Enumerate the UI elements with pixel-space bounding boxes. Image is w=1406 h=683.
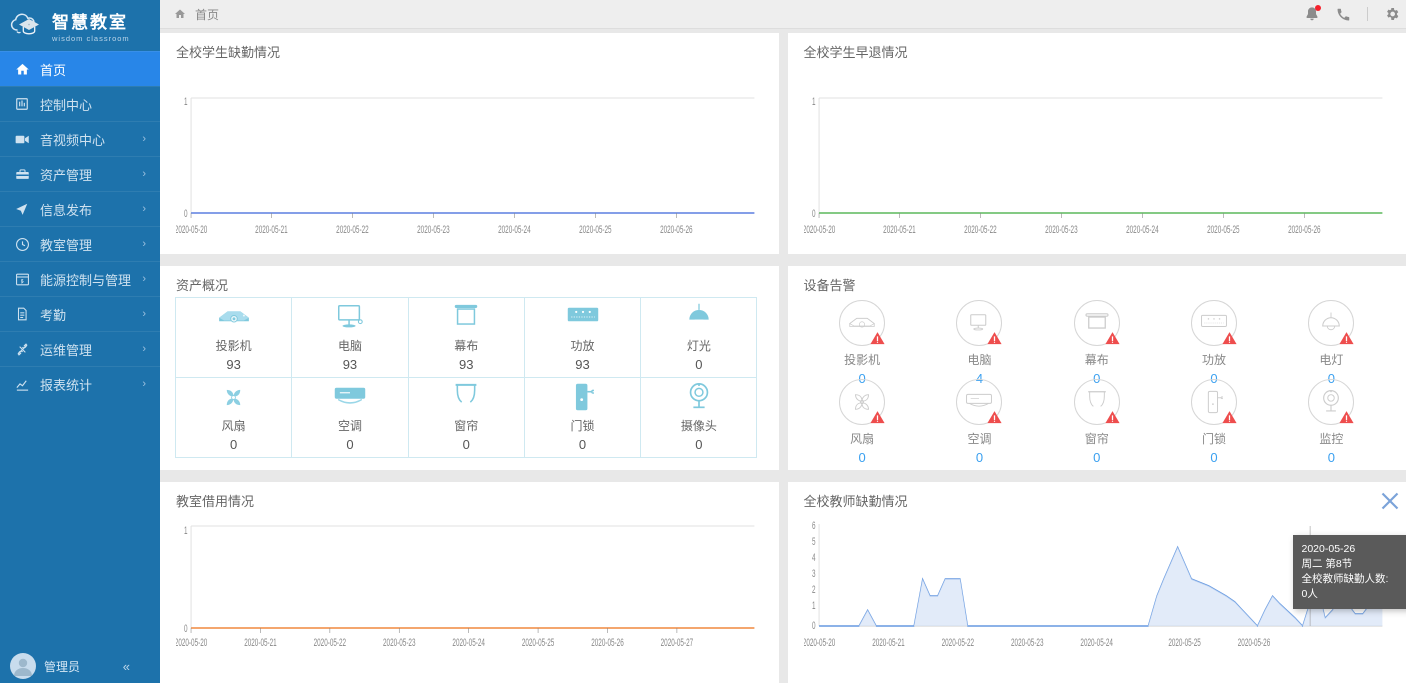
svg-text:2020-05-20: 2020-05-20: [176, 223, 207, 235]
svg-text:2020-05-21: 2020-05-21: [872, 636, 904, 648]
svg-text:1: 1: [812, 599, 816, 611]
svg-text:2020-05-23: 2020-05-23: [1011, 636, 1043, 648]
svg-text:2020-05-25: 2020-05-25: [579, 223, 611, 235]
svg-text:2020-05-20: 2020-05-20: [804, 636, 835, 648]
svg-text:1: 1: [812, 95, 816, 107]
svg-text:2020-05-23: 2020-05-23: [383, 636, 415, 648]
svg-text:2020-05-24: 2020-05-24: [452, 636, 484, 648]
svg-text:2020-05-26: 2020-05-26: [1237, 636, 1269, 648]
svg-text:2020-05-26: 2020-05-26: [1288, 223, 1320, 235]
svg-text:4: 4: [812, 551, 816, 563]
svg-text:2020-05-27: 2020-05-27: [661, 636, 693, 648]
svg-text:2020-05-24: 2020-05-24: [1126, 223, 1158, 235]
svg-text:0: 0: [184, 622, 188, 634]
svg-text:2020-05-21: 2020-05-21: [244, 636, 276, 648]
svg-text:2020-05-26: 2020-05-26: [660, 223, 692, 235]
svg-text:5: 5: [812, 535, 816, 547]
svg-text:2020-05-22: 2020-05-22: [314, 636, 346, 648]
svg-text:2020-05-25: 2020-05-25: [1207, 223, 1239, 235]
svg-text:2020-05-26: 2020-05-26: [591, 636, 623, 648]
svg-text:0: 0: [812, 207, 816, 219]
svg-text:2020-05-22: 2020-05-22: [941, 636, 973, 648]
svg-text:2020-05-20: 2020-05-20: [176, 636, 207, 648]
svg-text:3: 3: [812, 567, 816, 579]
svg-text:1: 1: [184, 524, 188, 536]
svg-text:2020-05-20: 2020-05-20: [804, 223, 835, 235]
svg-text:2020-05-21: 2020-05-21: [255, 223, 287, 235]
svg-text:2: 2: [812, 583, 816, 595]
svg-text:2020-05-22: 2020-05-22: [336, 223, 368, 235]
svg-text:2020-05-24: 2020-05-24: [498, 223, 530, 235]
svg-text:2020-05-25: 2020-05-25: [522, 636, 554, 648]
svg-text:0: 0: [184, 207, 188, 219]
svg-text:2020-05-25: 2020-05-25: [1168, 636, 1200, 648]
svg-text:1: 1: [184, 95, 188, 107]
svg-text:2020-05-24: 2020-05-24: [1080, 636, 1112, 648]
svg-text:2020-05-23: 2020-05-23: [1045, 223, 1077, 235]
svg-text:6: 6: [812, 519, 816, 531]
svg-text:2020-05-23: 2020-05-23: [417, 223, 449, 235]
svg-text:0: 0: [812, 619, 816, 631]
svg-text:2020-05-21: 2020-05-21: [883, 223, 915, 235]
svg-text:2020-05-22: 2020-05-22: [964, 223, 996, 235]
